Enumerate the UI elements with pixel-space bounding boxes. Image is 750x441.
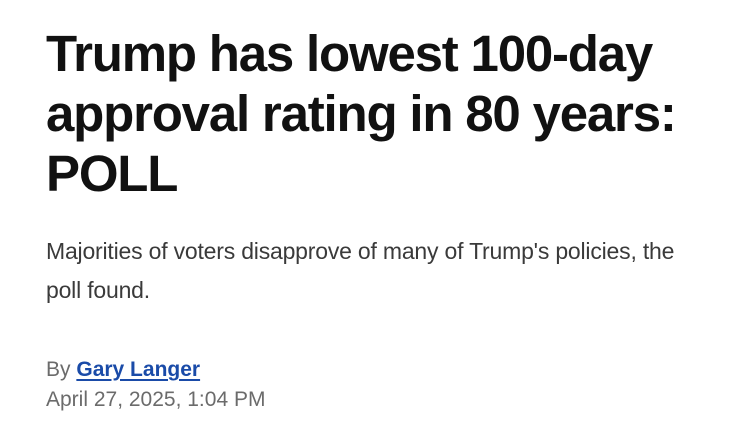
article-header: Trump has lowest 100-day approval rating… bbox=[46, 24, 726, 414]
byline: By Gary Langer bbox=[46, 356, 726, 384]
byline-prefix: By bbox=[46, 358, 71, 381]
article-subheadline: Majorities of voters disapprove of many … bbox=[46, 238, 675, 303]
article-headline: Trump has lowest 100-day approval rating… bbox=[46, 25, 677, 202]
author-link[interactable]: Gary Langer bbox=[76, 358, 201, 381]
publish-timestamp: April 27, 2025, 1:04 PM bbox=[46, 388, 266, 411]
